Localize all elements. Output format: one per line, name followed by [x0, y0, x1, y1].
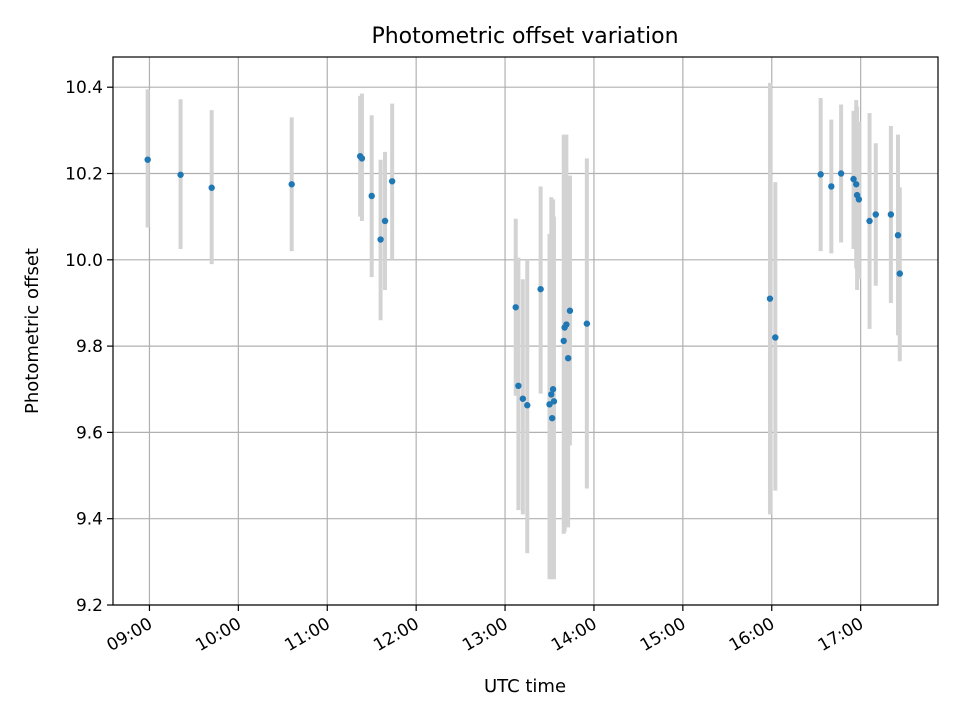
data-point — [388, 178, 396, 185]
data-point — [853, 181, 860, 188]
data-points — [144, 153, 903, 422]
data-point — [887, 211, 895, 218]
data-point — [208, 184, 215, 191]
data-point — [358, 155, 366, 162]
y-tick-label: 9.6 — [76, 423, 103, 443]
y-tick-label: 9.8 — [76, 337, 103, 357]
x-tick-label: 17:00 — [815, 614, 867, 656]
data-point — [850, 175, 857, 183]
data-point — [144, 156, 151, 163]
x-tick-label: 11:00 — [281, 614, 333, 656]
data-point — [560, 337, 567, 345]
y-tick-label: 10.2 — [65, 165, 103, 185]
data-point — [548, 414, 556, 422]
error-bars — [145, 82, 902, 580]
x-tick-label: 16:00 — [726, 614, 778, 656]
data-point — [564, 354, 572, 362]
data-point — [548, 391, 555, 398]
x-tick-label: 14:00 — [548, 614, 600, 656]
data-point — [566, 307, 574, 314]
data-point — [177, 171, 184, 178]
data-point — [381, 217, 389, 225]
data-point — [772, 334, 779, 341]
ticks: 09:00 10:00 11:00 12:00 13:00 14:00 15:00 16:00… — [65, 78, 867, 656]
x-axis-label: UTC time — [484, 676, 566, 697]
data-point — [537, 285, 544, 293]
y-axis-label: Photometric offset — [22, 248, 43, 414]
data-point — [896, 270, 903, 277]
x-tick-label: 12:00 — [370, 614, 422, 656]
plot-frame — [112, 56, 939, 606]
data-point — [519, 395, 527, 402]
data-point — [872, 211, 879, 218]
y-tick-label: 9.4 — [76, 510, 103, 530]
x-tick-label: 13:00 — [459, 614, 511, 656]
data-point — [549, 386, 557, 393]
data-point — [583, 320, 591, 327]
y-tick-label: 10.0 — [65, 251, 103, 271]
data-point — [515, 382, 522, 389]
x-tick-label: 10:00 — [192, 614, 244, 656]
y-tick-label: 9.2 — [76, 596, 103, 616]
data-point — [288, 181, 295, 188]
data-point — [894, 232, 902, 239]
x-tick-label: 09:00 — [104, 614, 156, 656]
data-point — [377, 236, 384, 243]
data-point — [828, 183, 835, 190]
data-point — [368, 192, 375, 200]
data-point — [817, 171, 824, 178]
y-tick-label: 10.4 — [65, 78, 103, 98]
data-point — [766, 295, 774, 302]
data-point — [512, 304, 519, 311]
data-point — [866, 217, 873, 225]
x-tick-label: 15:00 — [637, 614, 689, 656]
data-point — [563, 321, 570, 328]
data-point — [855, 196, 863, 203]
data-point — [524, 402, 531, 409]
chart-title: Photometric offset variation — [371, 24, 678, 49]
data-point — [837, 170, 845, 177]
data-point — [550, 398, 558, 405]
